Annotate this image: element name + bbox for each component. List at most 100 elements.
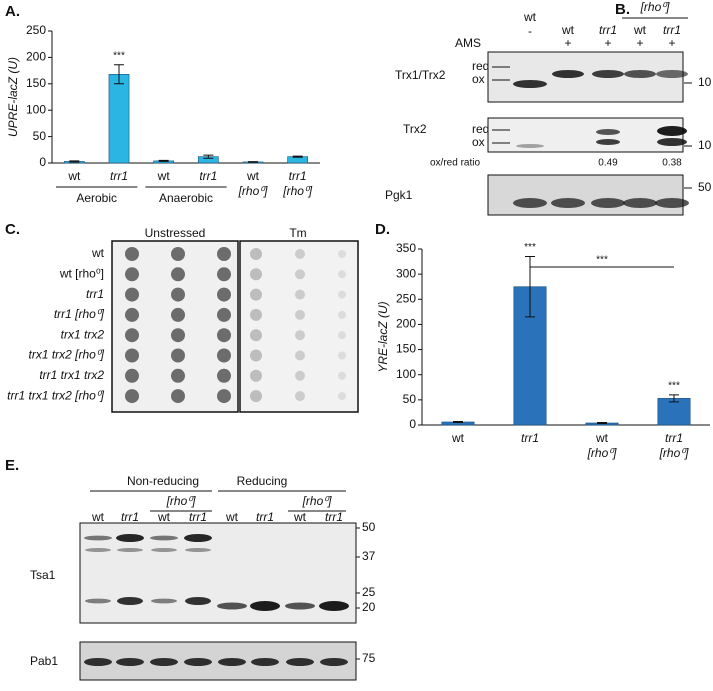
ams-label: AMS [455,36,481,50]
panel-label: E. [5,457,19,474]
band [250,601,280,611]
spot [217,348,231,363]
strain-label: trr1 trx1 trx2 [rho⁰] [7,388,104,402]
blot-box [487,51,684,103]
marker-label: 37 [362,549,376,563]
band [85,548,111,552]
spot [295,350,305,361]
spot [295,249,305,259]
band [185,548,211,552]
band [116,658,144,666]
band [117,548,143,552]
band [591,198,625,208]
rho-label: [rho⁰] [640,0,670,14]
blot-label: Tsa1 [30,568,56,582]
spot [250,248,262,260]
lane-label: trr1 [256,510,274,524]
band [286,658,314,666]
ams-sign: - [528,24,532,38]
blot-box [487,117,684,153]
spot [295,269,305,280]
spot [217,247,231,261]
spot [250,308,262,321]
panel-label: C. [5,221,20,238]
lane-label: wt [91,510,105,524]
marker-label: 20 [362,600,376,614]
band [285,602,315,610]
lane-label: trr1 [189,510,207,524]
spot [125,389,139,404]
y-tick-label: 200 [396,317,416,331]
error-bar [453,420,463,423]
error-bar [158,159,169,162]
x-tick-label: wt [67,169,81,183]
spot [125,348,139,363]
spot [338,331,346,340]
marker-label: 50 [362,520,376,534]
lane-label: trr1 [325,510,343,524]
spot [125,328,139,343]
lane-label: trr1 [599,23,617,37]
band [516,144,544,148]
band [552,70,584,78]
band [185,597,211,605]
spot [125,307,139,322]
band [150,535,178,541]
spot [250,288,262,301]
marker-label: 25 [362,585,376,599]
y-tick-label: 250 [26,23,46,37]
y-axis-label: YRE-lacZ (U) [376,301,390,372]
bar [108,73,130,164]
condition-label: Tm [289,226,306,240]
x-tick-label: trr1 [521,431,539,445]
form-label: ox [472,72,485,86]
spot [171,287,185,302]
lane-label: wt [561,23,575,37]
band [657,138,687,146]
blot-label: Trx2 [403,122,427,136]
spot [295,289,305,300]
error-bar [669,394,679,403]
annotation: *** [668,380,680,391]
annotation: *** [113,50,125,61]
group-label: Anaerobic [159,191,213,205]
spot [338,371,346,380]
blot-label: Pgk1 [385,188,413,202]
spot [250,369,262,382]
error-bar [248,161,258,163]
y-tick-label: 100 [26,102,46,116]
strain-label: trr1 [rho⁰] [54,307,105,321]
y-tick-label: 100 [396,367,416,381]
spot [171,389,185,404]
y-tick-label: 50 [33,129,47,143]
spot [338,351,346,360]
spot [217,287,231,302]
band [596,139,620,145]
y-axis-label: UPRE-lacZ (U) [6,57,20,137]
spot [125,287,139,302]
lane-label: wt [293,510,307,524]
band [513,80,547,88]
y-tick-label: 200 [26,50,46,64]
x-tick-label: wt [246,169,260,183]
ams-sign: + [668,36,675,50]
form-label: ox [472,135,485,149]
form-label: red [472,59,489,73]
condition-label: Unstressed [145,226,206,240]
marker-label: 10 [698,75,712,89]
error-bar [292,155,303,158]
plate [111,240,239,413]
x-tick-label: wt [595,431,609,445]
ratio-value: 0.49 [598,158,618,169]
lane-label: trr1 [121,510,139,524]
marker-label: 75 [362,651,376,665]
spot [171,267,185,282]
marker-label: 10 [698,138,712,152]
spot [217,307,231,322]
band [596,129,620,135]
band [184,658,212,666]
x-tick-note: [rho⁰] [587,446,617,460]
comparison-label: *** [596,255,608,266]
blot-label: Pab1 [30,654,58,668]
